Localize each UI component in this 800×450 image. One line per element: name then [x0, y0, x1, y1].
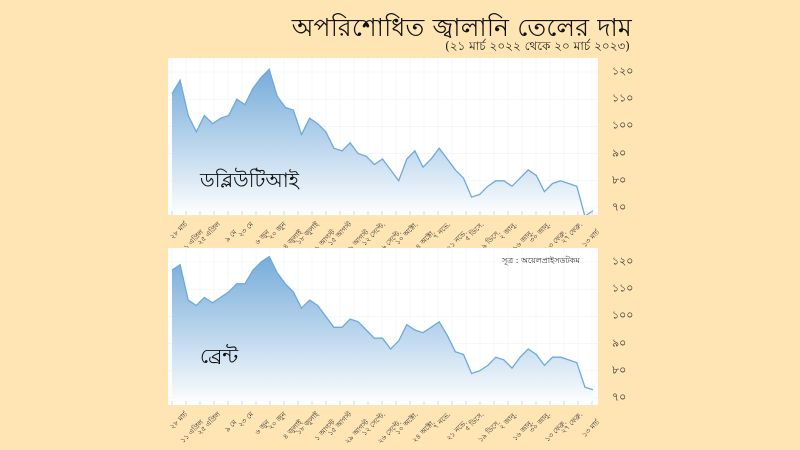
- chart-title: অপরিশোধিত জ্বালানি তেলের দাম: [291, 13, 632, 42]
- y-tick-label: ৭০: [612, 200, 627, 214]
- y-tick-label: ৮০: [612, 363, 627, 377]
- y-tick-label: ৮০: [612, 173, 627, 187]
- brent-y-axis: ১২০ ১১০ ১০০ ৯০ ৮০ ৭০: [612, 248, 642, 405]
- y-tick-label: ৯০: [612, 336, 627, 350]
- brent-series-label: ব্রেন্ট: [200, 344, 239, 368]
- y-tick-label: ১০০: [612, 308, 634, 322]
- y-tick-label: ১০০: [612, 118, 634, 132]
- y-tick-label: ১২০: [612, 64, 634, 78]
- y-tick-label: ১২০: [612, 254, 634, 268]
- x-tick-label: ২৫ এপ্রিল: [195, 410, 223, 437]
- y-tick-label: ১১০: [612, 281, 634, 295]
- y-tick-label: ১১০: [612, 91, 634, 105]
- source-note: সূত্র : অয়েলপ্রাইসডটকম: [502, 256, 580, 265]
- wti-chart-panel: ডব্লিউটিআই: [168, 58, 598, 215]
- y-tick-label: ৯০: [612, 146, 627, 160]
- wti-area-plot: [168, 58, 598, 215]
- chart-subtitle: (২১ মার্চ ২০২২ থেকে ২০ মার্চ ২০২৩): [445, 39, 630, 53]
- brent-chart-panel: ব্রেন্ট সূত্র : অয়েলপ্রাইসডটকম: [168, 248, 598, 405]
- wti-series-label: ডব্লিউটিআই: [200, 168, 300, 192]
- brent-x-axis: ২৮ মার্চ ১১ এপ্রিল ২৫ এপ্রিল ৯ মে ২৩ মে ৬ জুন…: [168, 405, 608, 445]
- x-tick-label: ২৫ এপ্রিল: [195, 220, 223, 247]
- brent-area-plot: [168, 248, 598, 405]
- y-tick-label: ৭০: [612, 390, 627, 404]
- wti-y-axis: ১২০ ১১০ ১০০ ৯০ ৮০ ৭০: [612, 58, 642, 215]
